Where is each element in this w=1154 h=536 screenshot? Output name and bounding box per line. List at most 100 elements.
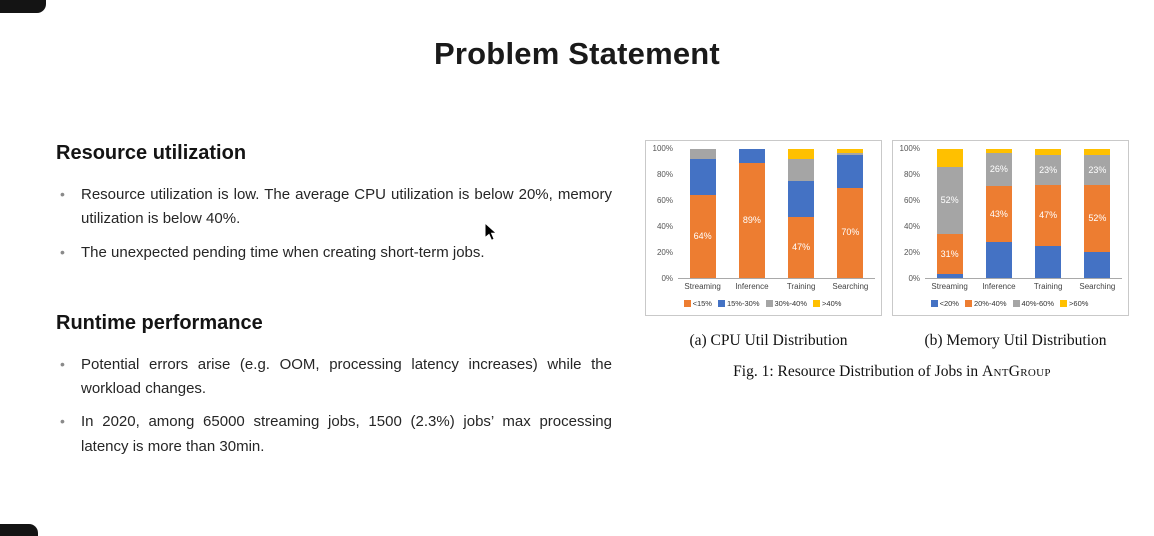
bullet-list: • Resource utilization is low. The avera… bbox=[56, 183, 612, 265]
bar-segment: 89% bbox=[738, 163, 765, 278]
bar-segment bbox=[837, 152, 864, 156]
legend-item: 30%-40% bbox=[765, 298, 808, 308]
bar-segment: 52% bbox=[936, 167, 963, 235]
y-axis-tick: 80% bbox=[656, 170, 673, 179]
y-axis-tick: 80% bbox=[903, 170, 920, 179]
stacked-bar: 43% 26% bbox=[985, 149, 1012, 278]
chart-body: 0% 20% 40% 60% 80% 100% 31% 52% 43% 26% 47% 23% 52%… bbox=[897, 145, 1122, 293]
y-axis-tick: 100% bbox=[899, 144, 920, 153]
y-axis-tick: 40% bbox=[656, 222, 673, 231]
category-label: Training bbox=[1033, 282, 1063, 291]
bar-segment bbox=[788, 149, 815, 160]
stacked-bar: 47% 23% bbox=[1035, 149, 1062, 278]
legend-item: <20% bbox=[930, 298, 959, 308]
y-axis-tick: 0% bbox=[908, 274, 920, 283]
bar-segment bbox=[936, 274, 963, 278]
bar-segment: 26% bbox=[985, 152, 1012, 187]
caption-memory: (b) Memory Util Distribution bbox=[924, 332, 1107, 349]
bar-segment bbox=[788, 159, 815, 182]
stacked-bar: 31% 52% bbox=[936, 149, 963, 278]
legend-label: >60% bbox=[1069, 298, 1089, 308]
bullet-item: • The unexpected pending time when creat… bbox=[56, 241, 612, 265]
bar-segment: 64% bbox=[689, 195, 716, 278]
bar-segment bbox=[837, 155, 864, 188]
legend-item: 15%-30% bbox=[717, 298, 760, 308]
legend-swatch bbox=[683, 299, 691, 307]
bar-segment bbox=[1084, 252, 1111, 278]
plot-area: 64% 89% 47% 70% bbox=[678, 149, 875, 279]
bar-segment bbox=[1035, 245, 1062, 278]
legend-label: 30%-40% bbox=[774, 298, 808, 308]
legend-swatch bbox=[1060, 299, 1068, 307]
corner-mark-bottom bbox=[0, 524, 38, 536]
plot-area: 31% 52% 43% 26% 47% 23% 52% 23% bbox=[925, 149, 1122, 279]
bar-segment: 43% bbox=[985, 186, 1012, 242]
legend-label: <15% bbox=[692, 298, 712, 308]
chart-body: 0% 20% 40% 60% 80% 100% 64% 89% 47% 70% Streamin… bbox=[650, 145, 875, 293]
bar-segment: 31% bbox=[936, 234, 963, 275]
bar-segment bbox=[936, 149, 963, 168]
bullet-list: • Potential errors arise (e.g. OOM, proc… bbox=[56, 353, 612, 459]
figure-area: 0% 20% 40% 60% 80% 100% 64% 89% 47% 70% Streamin… bbox=[645, 140, 1139, 381]
figure-caption: Fig. 1: Resource Distribution of Jobs in… bbox=[645, 363, 1139, 381]
figure-caption-text: Fig. 1: Resource Distribution of Jobs in bbox=[733, 363, 983, 380]
figure-caption-org: AntGroup bbox=[982, 363, 1051, 380]
captions-row: (a) CPU Util Distribution (b) Memory Uti… bbox=[645, 332, 1139, 350]
legend-label: 20%-40% bbox=[973, 298, 1007, 308]
legend-item: 40%-60% bbox=[1012, 298, 1055, 308]
legend-swatch bbox=[813, 299, 821, 307]
y-axis: 0% 20% 40% 60% 80% 100% bbox=[897, 145, 925, 283]
bar-segment bbox=[689, 159, 716, 196]
category-axis: Streaming Inference Training Searching bbox=[678, 279, 875, 293]
section-heading: Resource utilization bbox=[56, 142, 247, 164]
plot-column: 64% 89% 47% 70% Streaming Inference Training S… bbox=[678, 149, 875, 293]
legend-swatch bbox=[930, 299, 938, 307]
legend-label: 15%-30% bbox=[726, 298, 760, 308]
legend-item: >40% bbox=[813, 299, 841, 308]
bar-segment bbox=[985, 149, 1012, 153]
bullet-marker: • bbox=[60, 413, 65, 430]
bullet-text: The unexpected pending time when creatin… bbox=[81, 243, 485, 261]
plot-column: 31% 52% 43% 26% 47% 23% 52% 23% Streaming Infere… bbox=[925, 149, 1122, 293]
chart-legend: <20% 20%-40% 40%-60% >60% bbox=[897, 295, 1122, 311]
bar-segment: 23% bbox=[1084, 155, 1111, 186]
legend-label: <20% bbox=[939, 298, 959, 308]
category-label: Inference bbox=[982, 282, 1016, 291]
stacked-bar: 64% bbox=[689, 149, 716, 278]
legend-label: >40% bbox=[822, 298, 842, 308]
bullet-item: • Potential errors arise (e.g. OOM, proc… bbox=[56, 353, 612, 402]
bullet-item: • In 2020, among 65000 streaming jobs, 1… bbox=[56, 410, 612, 459]
category-label: Streaming bbox=[684, 282, 721, 291]
charts-row: 0% 20% 40% 60% 80% 100% 64% 89% 47% 70% Streamin… bbox=[645, 140, 1139, 316]
legend-swatch bbox=[765, 299, 773, 307]
section-heading: Runtime performance bbox=[56, 311, 263, 334]
bullet-item: • Resource utilization is low. The avera… bbox=[56, 183, 612, 232]
y-axis-tick: 0% bbox=[661, 274, 673, 283]
legend-item: <15% bbox=[683, 298, 712, 308]
bar-segment bbox=[837, 149, 864, 153]
corner-mark-top bbox=[0, 0, 46, 13]
bullet-text: Potential errors arise (e.g. OOM, proces… bbox=[81, 355, 612, 398]
bullet-text: Resource utilization is low. The average… bbox=[81, 186, 612, 228]
bar-segment bbox=[788, 181, 815, 218]
bullet-marker: • bbox=[60, 355, 65, 372]
bar-segment: 23% bbox=[1035, 155, 1062, 186]
stacked-bar: 52% 23% bbox=[1084, 149, 1111, 278]
legend-label: 40%-60% bbox=[1021, 298, 1055, 308]
legend-item: >60% bbox=[1060, 299, 1088, 308]
y-axis-tick: 60% bbox=[903, 196, 920, 205]
category-label: Searching bbox=[1079, 282, 1116, 291]
mouse-cursor bbox=[484, 222, 498, 241]
y-axis-tick: 20% bbox=[903, 248, 920, 257]
text-column: Resource utilization • Resource utilizat… bbox=[56, 142, 612, 468]
bullet-text: In 2020, among 65000 streaming jobs, 150… bbox=[81, 413, 612, 455]
category-label: Training bbox=[786, 282, 816, 291]
y-axis-tick: 40% bbox=[903, 222, 920, 231]
bar-segment: 52% bbox=[1084, 185, 1111, 253]
cpu-util-chart: 0% 20% 40% 60% 80% 100% 64% 89% 47% 70% Streamin… bbox=[645, 140, 882, 316]
y-axis: 0% 20% 40% 60% 80% 100% bbox=[650, 145, 678, 283]
category-label: Streaming bbox=[931, 282, 968, 291]
stacked-bar: 70% bbox=[837, 149, 864, 278]
bar-segment bbox=[985, 241, 1012, 278]
stacked-bar: 47% bbox=[788, 149, 815, 278]
